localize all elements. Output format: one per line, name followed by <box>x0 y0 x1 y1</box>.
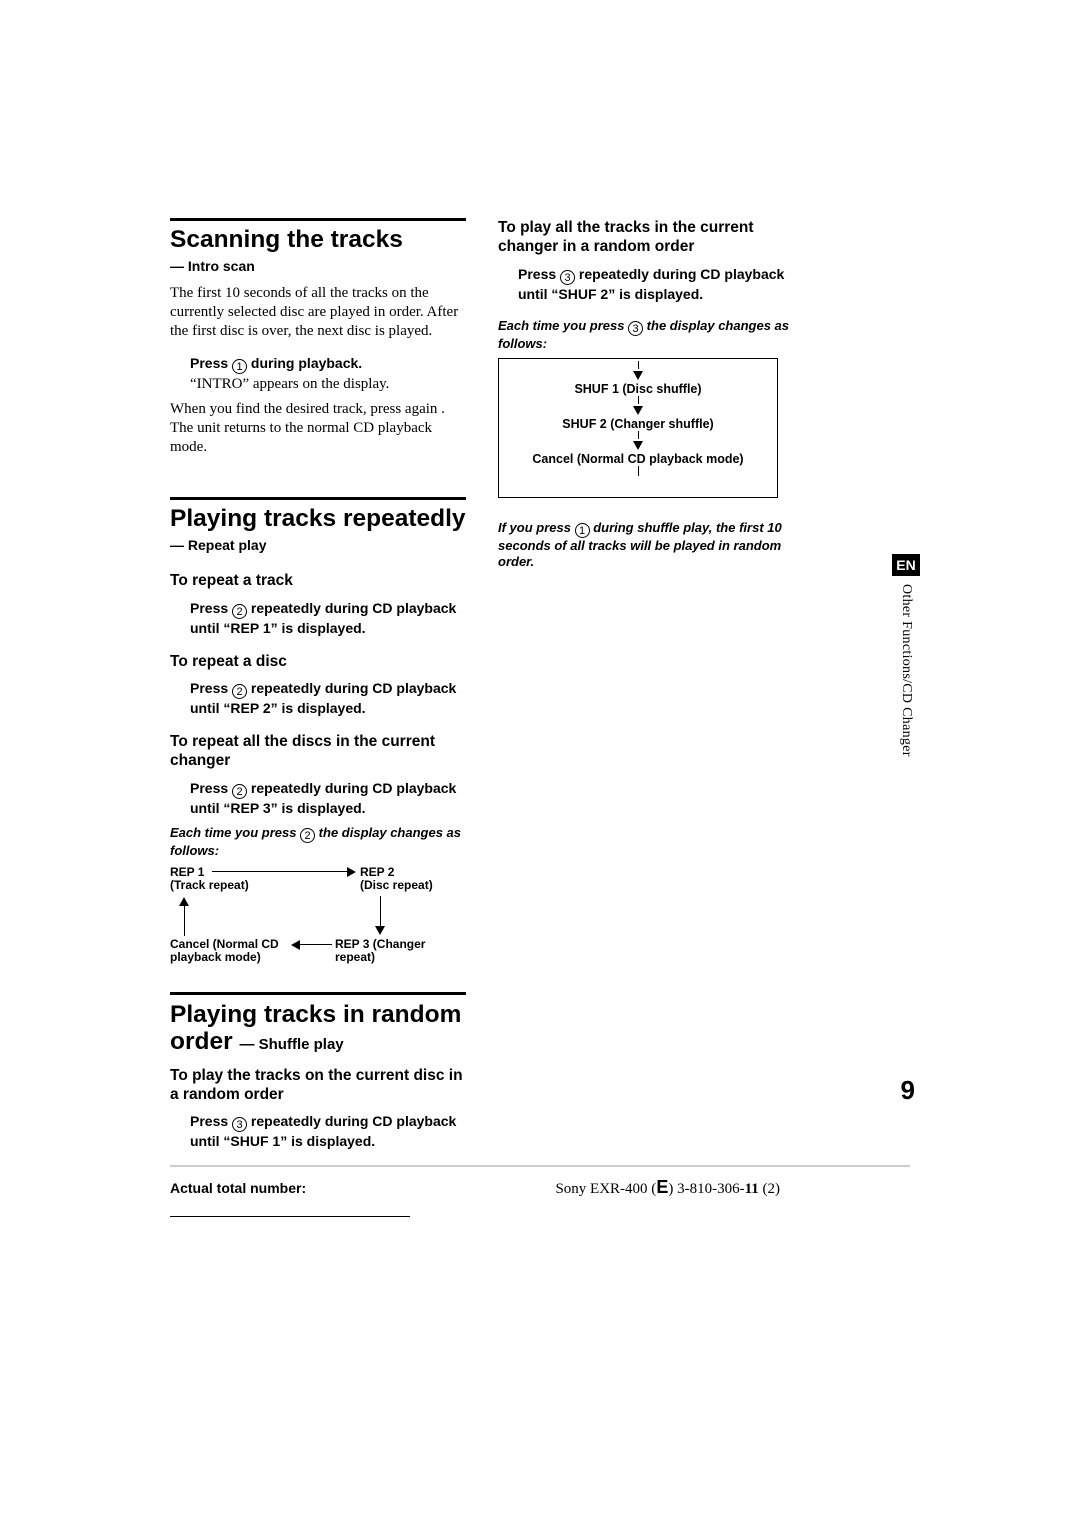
note-text: Each time you press <box>498 318 628 333</box>
shuf-cycle-diagram: SHUF 1 (Disc shuffle) SHUF 2 (Changer sh… <box>498 358 778 498</box>
footer-text: Sony EXR-400 ( <box>555 1181 656 1197</box>
footer: Actual total number: Sony EXR-400 (E) 3-… <box>170 1165 910 1217</box>
label-text: playback mode) <box>170 950 261 964</box>
note-text: Each time you press <box>170 825 300 840</box>
subtitle-intro-scan: — Intro scan <box>170 258 466 274</box>
step-text: Press <box>190 355 232 371</box>
label-text: (Disc repeat) <box>360 878 433 892</box>
label-text: REP 1 <box>170 865 204 879</box>
h3-shuffle-changer: To play all the tracks in the current ch… <box>498 218 794 257</box>
footer-left-label: Actual total number: <box>170 1180 410 1196</box>
footer-bold: 11 <box>745 1181 759 1197</box>
heading-shuffle: Playing tracks in random order — Shuffle… <box>170 1001 466 1056</box>
note-text: If you press <box>498 520 575 535</box>
step-text: Press <box>190 1113 232 1129</box>
rule <box>170 992 466 995</box>
step-text: Press <box>190 680 232 696</box>
note-shuffle-intro: If you press 1 during shuffle play, the … <box>498 520 794 571</box>
page-content: Scanning the tracks — Intro scan The fir… <box>170 218 910 1151</box>
step-text: Press <box>190 600 232 616</box>
h3-repeat-disc: To repeat a disc <box>170 652 466 671</box>
right-column: To play all the tracks in the current ch… <box>498 218 794 1151</box>
step-press-1: Press 1 during playback. “INTRO” appears… <box>190 354 466 394</box>
label-text: REP 2 <box>360 865 394 879</box>
circled-2-icon: 2 <box>300 828 315 843</box>
step-shuf2: Press 3 repeatedly during CD playback un… <box>518 265 794 304</box>
footer-rule <box>170 1216 410 1217</box>
circled-2-icon: 2 <box>232 784 247 799</box>
rule <box>170 497 466 500</box>
circled-2-icon: 2 <box>232 684 247 699</box>
footer-E: E <box>656 1177 668 1197</box>
label-text: repeat) <box>335 950 375 964</box>
step-text: Press <box>518 266 560 282</box>
para-find-track: When you find the desired track, press a… <box>170 400 466 458</box>
step-rep2: Press 2 repeatedly during CD playback un… <box>190 679 466 718</box>
note-shuf-cycle: Each time you press 3 the display change… <box>498 318 794 352</box>
heading-repeat: Playing tracks repeatedly <box>170 506 466 533</box>
step-text: during playback. <box>247 355 362 371</box>
step-text: Press <box>190 780 232 796</box>
cancel-label: Cancel (Normal CD playback mode) <box>170 938 279 966</box>
step-rep3: Press 2 repeatedly during CD playback un… <box>190 779 466 818</box>
label-text: (Track repeat) <box>170 878 249 892</box>
footer-text: (2) <box>759 1181 780 1197</box>
left-column: Scanning the tracks — Intro scan The fir… <box>170 218 466 1151</box>
shuf2-label: SHUF 2 (Changer shuffle) <box>499 417 777 431</box>
step-result: “INTRO” appears on the display. <box>190 374 466 394</box>
subtitle-shuffle-play: — Shuffle play <box>239 1036 343 1053</box>
rep-cycle-diagram: REP 1 (Track repeat) REP 2 (Disc repeat)… <box>170 866 466 968</box>
step-rep1: Press 2 repeatedly during CD playback un… <box>190 599 466 638</box>
step-shuf1: Press 3 repeatedly during CD playback un… <box>190 1112 466 1151</box>
circled-1-icon: 1 <box>232 359 247 374</box>
language-badge: EN <box>892 554 920 576</box>
label-text: REP 3 (Changer <box>335 937 425 951</box>
rule <box>170 218 466 221</box>
note-rep-cycle: Each time you press 2 the display change… <box>170 825 466 859</box>
h3-repeat-changer: To repeat all the discs in the current c… <box>170 732 466 771</box>
circled-2-icon: 2 <box>232 604 247 619</box>
heading-scanning: Scanning the tracks <box>170 227 466 254</box>
shuf1-label: SHUF 1 (Disc shuffle) <box>499 382 777 396</box>
subtitle-repeat-play: — Repeat play <box>170 537 466 553</box>
rep2-label: REP 2 (Disc repeat) <box>360 866 433 894</box>
section-label: Other Functions/CD Changer <box>898 584 914 757</box>
footer-right: Sony EXR-400 (E) 3-810-306-11 (2) <box>555 1177 780 1198</box>
circled-3-icon: 3 <box>628 321 643 336</box>
side-tab: EN Other Functions/CD Changer <box>892 554 920 757</box>
para-intro-scan: The first 10 seconds of all the tracks o… <box>170 284 466 342</box>
label-text: Cancel (Normal CD <box>170 937 279 951</box>
page-number: 9 <box>901 1075 915 1106</box>
circled-1-icon: 1 <box>575 523 590 538</box>
h3-repeat-track: To repeat a track <box>170 571 466 590</box>
cancel-label: Cancel (Normal CD playback mode) <box>499 452 777 466</box>
rep3-label: REP 3 (Changer repeat) <box>335 938 425 966</box>
footer-text: ) 3-810-306- <box>668 1181 744 1197</box>
h3-shuffle-disc: To play the tracks on the current disc i… <box>170 1066 466 1105</box>
circled-3-icon: 3 <box>560 270 575 285</box>
circled-3-icon: 3 <box>232 1117 247 1132</box>
